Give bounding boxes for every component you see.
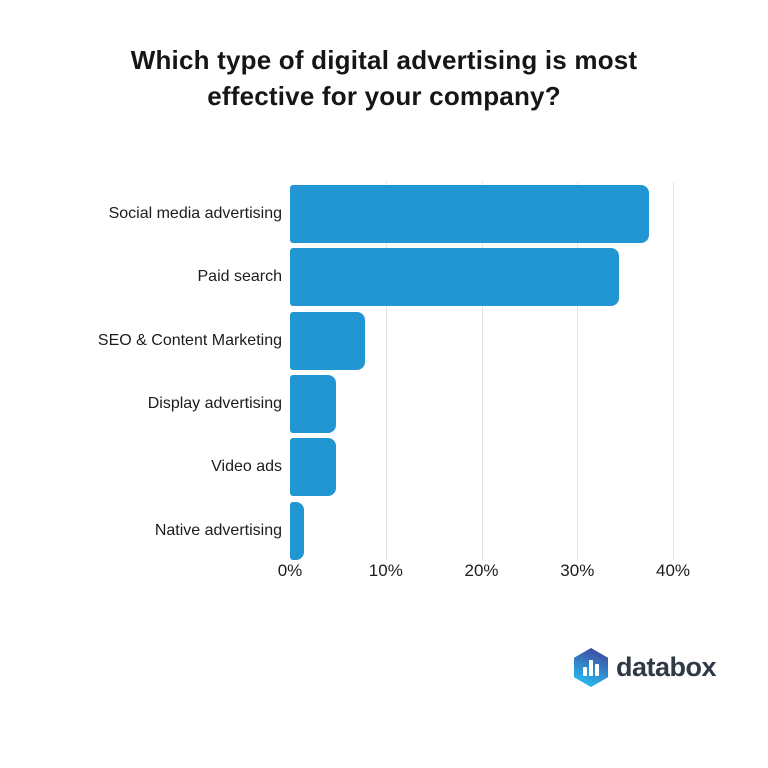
category-label: Social media advertising (108, 205, 282, 222)
brand-name: databox (616, 652, 717, 682)
category-label: Paid search (197, 268, 283, 285)
category-label: Video ads (211, 458, 282, 475)
bar-native-advertising (290, 502, 305, 560)
bar-display-advertising (290, 375, 336, 433)
plot-area: 0% 10% 20% 30% 40% (278, 182, 690, 580)
databox-logo: databox (574, 648, 717, 687)
bar-paid-search (290, 248, 620, 306)
x-tick-label: 40% (655, 561, 691, 580)
x-tick-label: 20% (464, 561, 499, 580)
chart-title: Which type of digital advertising is mos… (0, 42, 768, 114)
bar-social-media-advertising (290, 185, 650, 243)
gridline (481, 182, 483, 560)
category-label: SEO & Content Marketing (97, 332, 282, 349)
x-tick-label: 10% (368, 561, 403, 580)
chart-title-line-1: Which type of digital advertising is mos… (130, 45, 638, 75)
x-tick-label: 30% (560, 561, 595, 580)
logo-bars-glyph (574, 648, 608, 687)
bar-seo-content-marketing (290, 312, 365, 370)
bar-chart-hexagon-icon (574, 648, 608, 687)
gridline (385, 182, 387, 560)
category-label: Display advertising (147, 395, 282, 412)
gridline (673, 182, 674, 560)
chart-title-line-2: effective for your company? (207, 81, 561, 111)
x-tick-label: 0% (277, 561, 303, 580)
bar-video-ads (290, 438, 336, 496)
category-label: Native advertising (154, 522, 282, 539)
category-axis: Social media advertising Paid search SEO &… (0, 185, 282, 565)
gridline (577, 182, 579, 560)
